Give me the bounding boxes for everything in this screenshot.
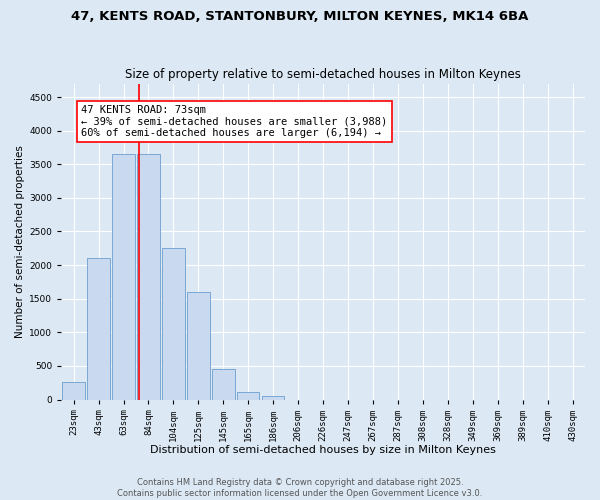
X-axis label: Distribution of semi-detached houses by size in Milton Keynes: Distribution of semi-detached houses by …: [150, 445, 496, 455]
Bar: [187, 292, 209, 400]
Bar: [137, 154, 160, 400]
Bar: [62, 382, 85, 400]
Bar: [262, 396, 284, 400]
Bar: [162, 248, 185, 400]
Bar: [112, 154, 135, 400]
Bar: [88, 258, 110, 400]
Text: Contains HM Land Registry data © Crown copyright and database right 2025.
Contai: Contains HM Land Registry data © Crown c…: [118, 478, 482, 498]
Text: 47 KENTS ROAD: 73sqm
← 39% of semi-detached houses are smaller (3,988)
60% of se: 47 KENTS ROAD: 73sqm ← 39% of semi-detac…: [81, 105, 388, 138]
Y-axis label: Number of semi-detached properties: Number of semi-detached properties: [15, 145, 25, 338]
Bar: [237, 392, 259, 400]
Bar: [212, 370, 235, 400]
Text: 47, KENTS ROAD, STANTONBURY, MILTON KEYNES, MK14 6BA: 47, KENTS ROAD, STANTONBURY, MILTON KEYN…: [71, 10, 529, 23]
Title: Size of property relative to semi-detached houses in Milton Keynes: Size of property relative to semi-detach…: [125, 68, 521, 81]
